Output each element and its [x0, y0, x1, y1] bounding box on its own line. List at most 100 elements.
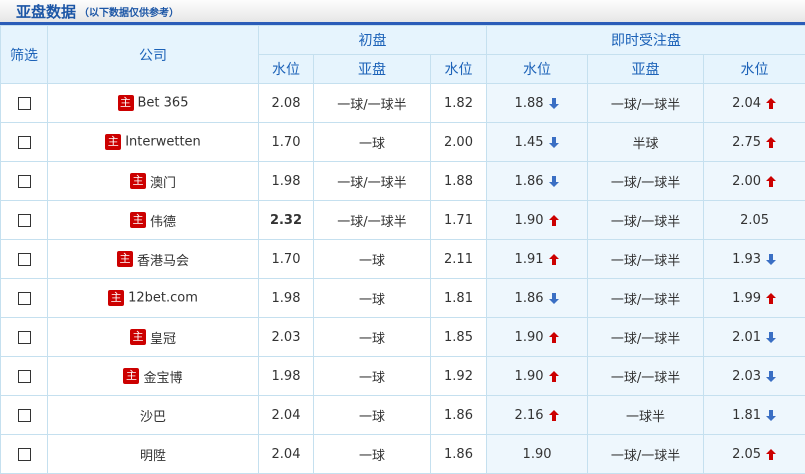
arrow-down-icon: [765, 409, 777, 422]
live-water-cell: 1.90: [487, 435, 588, 474]
company-name[interactable]: Bet 365: [138, 96, 189, 111]
live-handicap-header: 亚盘: [588, 55, 704, 84]
filter-cell: [1, 201, 48, 240]
initial-handicap: 一球: [359, 137, 385, 152]
live-handicap: 一球/一球半: [611, 176, 680, 191]
live-water2: 1.93: [732, 252, 761, 267]
live-water: 1.90: [523, 447, 552, 462]
live-handicap: 一球/一球半: [611, 371, 680, 386]
company-name[interactable]: 沙巴: [140, 410, 166, 425]
company-cell: 主香港马会: [48, 240, 259, 279]
live-water2: 2.75: [732, 135, 761, 150]
company-cell: 明陞: [48, 435, 259, 474]
initial-water2-cell: 1.85: [431, 318, 487, 357]
arrow-up-icon: [548, 370, 560, 383]
filter-checkbox[interactable]: [18, 97, 31, 110]
initial-handicap-cell: 一球/一球半: [314, 201, 431, 240]
arrow-down-icon: [548, 97, 560, 110]
live-water2-cell: 2.04: [704, 84, 805, 123]
initial-water-cell: 2.08: [259, 84, 314, 123]
initial-handicap-cell: 一球/一球半: [314, 84, 431, 123]
company-name[interactable]: 伟德: [150, 215, 176, 230]
filter-checkbox[interactable]: [18, 448, 31, 461]
filter-checkbox[interactable]: [18, 331, 31, 344]
initial-water2: 1.92: [444, 369, 473, 384]
live-handicap: 一球/一球半: [611, 254, 680, 269]
live-water2-cell: 2.05: [704, 201, 805, 240]
table-row: 沙巴 2.04 一球 1.86 2.16 一球半 1.81: [1, 396, 805, 435]
arrow-up-icon: [765, 136, 777, 149]
live-handicap-cell: 一球/一球半: [588, 279, 704, 318]
section-title: 亚盘数据: [16, 1, 76, 22]
arrow-up-icon: [765, 175, 777, 188]
company-header: 公司: [48, 26, 259, 84]
initial-water2-cell: 1.86: [431, 435, 487, 474]
table-row: 明陞 2.04 一球 1.86 1.90 一球/一球半 2.05: [1, 435, 805, 474]
live-water2-cell: 2.03: [704, 357, 805, 396]
arrow-up-icon: [765, 448, 777, 461]
live-handicap: 半球: [633, 137, 659, 152]
live-handicap-cell: 一球/一球半: [588, 162, 704, 201]
filter-checkbox[interactable]: [18, 370, 31, 383]
live-water-cell: 1.90: [487, 201, 588, 240]
initial-handicap-cell: 一球: [314, 357, 431, 396]
live-water: 1.45: [515, 135, 544, 150]
filter-checkbox[interactable]: [18, 292, 31, 305]
initial-water: 2.32: [270, 213, 302, 228]
initial-water: 2.08: [272, 96, 301, 111]
filter-checkbox[interactable]: [18, 136, 31, 149]
filter-checkbox[interactable]: [18, 253, 31, 266]
company-name[interactable]: 明陞: [140, 449, 166, 464]
live-water2-cell: 2.75: [704, 123, 805, 162]
filter-checkbox[interactable]: [18, 409, 31, 422]
company-name[interactable]: 香港马会: [137, 254, 189, 269]
live-handicap: 一球/一球半: [611, 293, 680, 308]
live-water-cell: 1.45: [487, 123, 588, 162]
initial-water-cell: 2.32: [259, 201, 314, 240]
live-water-cell: 1.86: [487, 279, 588, 318]
live-handicap-cell: 半球: [588, 123, 704, 162]
live-water-cell: 1.90: [487, 357, 588, 396]
live-water2: 2.05: [740, 213, 769, 228]
filter-cell: [1, 240, 48, 279]
initial-water2: 1.86: [444, 447, 473, 462]
filter-cell: [1, 396, 48, 435]
initial-handicap: 一球/一球半: [337, 176, 406, 191]
live-water-header: 水位: [487, 55, 588, 84]
initial-water2-cell: 2.00: [431, 123, 487, 162]
company-name[interactable]: 澳门: [150, 176, 176, 191]
arrow-up-icon: [548, 214, 560, 227]
initial-water2-cell: 1.92: [431, 357, 487, 396]
initial-water: 2.04: [272, 447, 301, 462]
initial-water: 1.98: [272, 369, 301, 384]
initial-water2-cell: 1.82: [431, 84, 487, 123]
home-badge-icon: 主: [130, 329, 146, 345]
initial-handicap-cell: 一球: [314, 318, 431, 357]
live-handicap-cell: 一球/一球半: [588, 240, 704, 279]
company-name[interactable]: 12bet.com: [128, 291, 198, 306]
initial-handicap: 一球: [359, 449, 385, 464]
initial-water2-cell: 2.11: [431, 240, 487, 279]
live-water-cell: 1.88: [487, 84, 588, 123]
company-name[interactable]: 金宝博: [143, 371, 182, 386]
live-handicap-cell: 一球/一球半: [588, 435, 704, 474]
live-handicap: 一球/一球半: [611, 332, 680, 347]
arrow-up-icon: [548, 331, 560, 344]
arrow-down-icon: [765, 253, 777, 266]
filter-checkbox[interactable]: [18, 214, 31, 227]
live-water: 1.90: [515, 330, 544, 345]
filter-cell: [1, 84, 48, 123]
initial-water-cell: 2.03: [259, 318, 314, 357]
initial-handicap-cell: 一球: [314, 240, 431, 279]
filter-cell: [1, 123, 48, 162]
initial-water2-cell: 1.71: [431, 201, 487, 240]
initial-handicap-cell: 一球: [314, 396, 431, 435]
company-name[interactable]: 皇冠: [150, 332, 176, 347]
live-water: 1.90: [515, 369, 544, 384]
live-handicap-cell: 一球/一球半: [588, 84, 704, 123]
filter-checkbox[interactable]: [18, 175, 31, 188]
company-name[interactable]: Interwetten: [125, 135, 201, 150]
